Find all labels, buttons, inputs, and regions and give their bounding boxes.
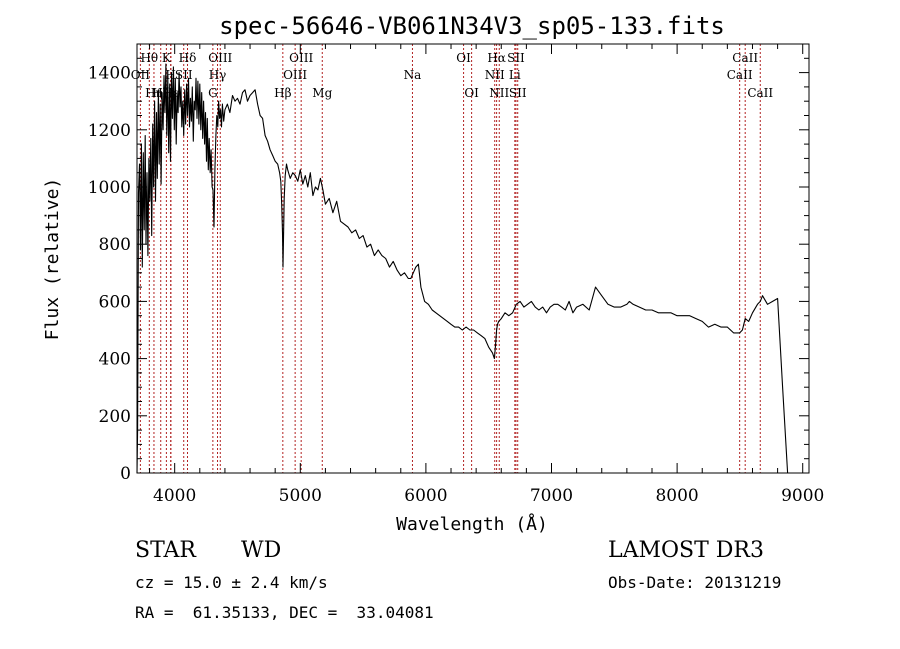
x-tick-label: 8000 bbox=[655, 486, 698, 506]
line-marker-label: NII bbox=[489, 86, 509, 100]
object-class: STAR bbox=[135, 538, 196, 563]
observation-date: Obs-Date: 20131219 bbox=[608, 573, 782, 592]
x-tick-label: 5000 bbox=[279, 486, 322, 506]
line-marker-label: SII bbox=[175, 68, 193, 82]
line-marker-label: Hα bbox=[487, 51, 506, 65]
y-tick-label: 0 bbox=[120, 464, 131, 484]
line-marker-label: CaII bbox=[747, 86, 773, 100]
y-tick-label: 1000 bbox=[88, 178, 131, 198]
line-marker-label: OI bbox=[456, 51, 471, 65]
y-tick-label: 1400 bbox=[88, 64, 131, 84]
coordinates: RA = 61.35133, DEC = 33.04081 bbox=[135, 603, 434, 622]
line-marker-label: SII bbox=[509, 86, 527, 100]
line-markers bbox=[139, 44, 761, 473]
y-tick-label: 1200 bbox=[88, 121, 131, 141]
line-marker-label: CaII bbox=[727, 68, 753, 82]
line-marker-label: OI bbox=[464, 86, 479, 100]
line-marker-label: OII bbox=[131, 68, 151, 82]
line-marker-label: Hθ bbox=[140, 51, 158, 65]
x-tick-label: 9000 bbox=[781, 486, 824, 506]
line-marker-label: H bbox=[165, 68, 175, 82]
line-marker-label: Hδ bbox=[179, 51, 197, 65]
x-tick-label: 4000 bbox=[153, 486, 196, 506]
y-axis-label: Flux (relative) bbox=[42, 178, 63, 341]
x-axis: 4000 5000 6000 7000 8000 9000 bbox=[149, 44, 824, 506]
line-marker-label: NII bbox=[485, 68, 505, 82]
line-marker-label: OIII bbox=[283, 68, 307, 82]
y-tick-label: 200 bbox=[99, 407, 131, 427]
line-marker-label: OIII bbox=[289, 51, 313, 65]
line-marker-label: G bbox=[208, 86, 218, 100]
line-marker-label: Hβ bbox=[274, 86, 291, 100]
x-tick-label: 7000 bbox=[530, 486, 573, 506]
object-subclass: WD bbox=[241, 538, 282, 563]
x-tick-label: 6000 bbox=[404, 486, 447, 506]
y-tick-label: 400 bbox=[99, 350, 131, 370]
y-tick-label: 800 bbox=[99, 235, 131, 255]
line-marker-label: Li bbox=[509, 68, 521, 82]
line-marker-label: SII bbox=[507, 51, 525, 65]
survey-name: LAMOST DR3 bbox=[608, 538, 764, 563]
line-marker-label: Na bbox=[404, 68, 422, 82]
line-marker-label: CaII bbox=[732, 51, 758, 65]
line-marker-label: Hγ bbox=[209, 68, 227, 82]
plot-frame bbox=[136, 43, 810, 474]
y-tick-label: 600 bbox=[99, 292, 131, 312]
line-marker-label: K bbox=[162, 51, 172, 65]
spectrum-line bbox=[136, 63, 789, 474]
y-axis: 0 200 400 600 800 1000 1200 1400 bbox=[88, 57, 809, 484]
x-axis-label: Wavelength (Å) bbox=[396, 513, 548, 535]
redshift-info: cz = 15.0 ± 2.4 km/s bbox=[135, 573, 328, 592]
chart-title: spec-56646-VB061N34V3_sp05-133.fits bbox=[219, 12, 725, 40]
line-marker-label: OIII bbox=[208, 51, 232, 65]
line-marker-label: Mg bbox=[312, 86, 332, 100]
